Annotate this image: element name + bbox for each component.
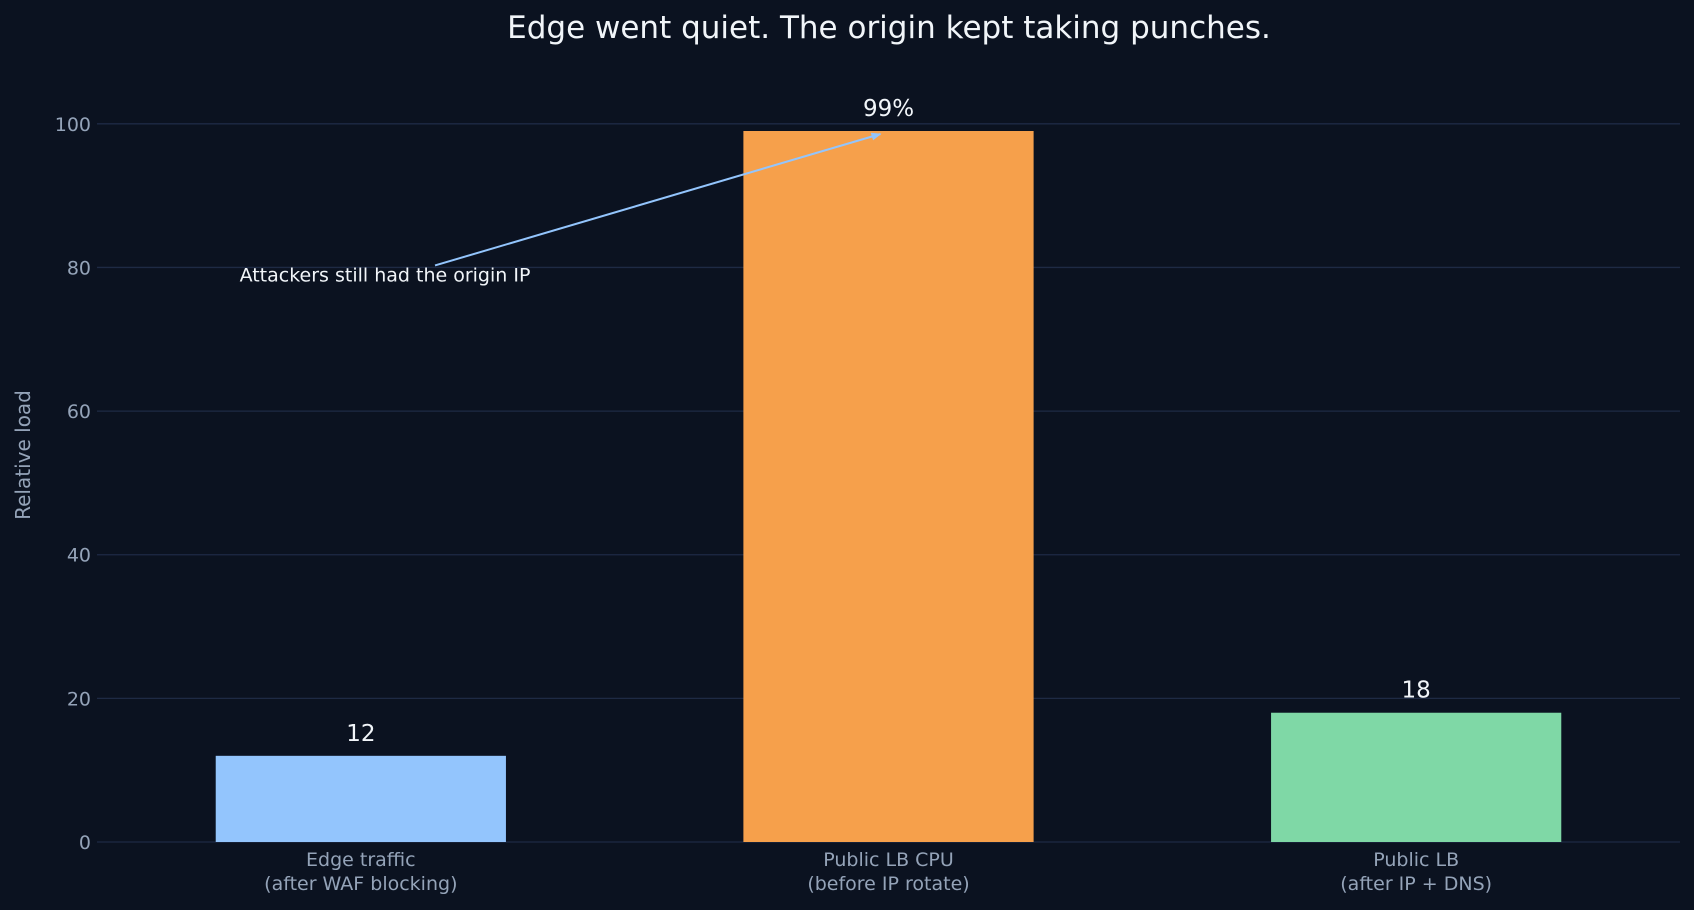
y-tick-label: 0 — [79, 832, 91, 854]
x-tick-label: (after WAF blocking) — [264, 873, 457, 895]
bars-layer — [215, 131, 1562, 842]
bar-value-label: 99% — [863, 96, 914, 122]
labels-layer: 12 Edge traffic(after WAF blocking) 99% Pub… — [264, 96, 1492, 895]
x-tick-label: (before IP rotate) — [807, 873, 969, 895]
y-tick-label: 100 — [55, 114, 91, 136]
x-tick-label: Public LB — [1373, 849, 1459, 871]
x-tick-label: Edge traffic — [306, 849, 416, 871]
bar — [215, 755, 506, 842]
annotation-layer: Attackers still had the origin IP — [240, 132, 882, 286]
chart-title: Edge went quiet. The origin kept taking … — [507, 10, 1271, 46]
y-tick-label: 80 — [67, 257, 91, 279]
y-tick-label: 20 — [67, 688, 91, 710]
y-axis-label: Relative load — [11, 390, 35, 520]
x-tick-label: Public LB CPU — [823, 849, 954, 871]
annotation-text: Attackers still had the origin IP — [240, 264, 531, 286]
bar — [1271, 712, 1562, 842]
y-tick-label: 40 — [67, 545, 91, 567]
x-tick-label: (after IP + DNS) — [1340, 873, 1492, 895]
bar-value-label: 18 — [1402, 678, 1431, 704]
annotation-arrow — [434, 132, 882, 267]
y-tick-label: 60 — [67, 401, 91, 423]
bar — [743, 131, 1034, 842]
bar-value-label: 12 — [346, 721, 375, 747]
